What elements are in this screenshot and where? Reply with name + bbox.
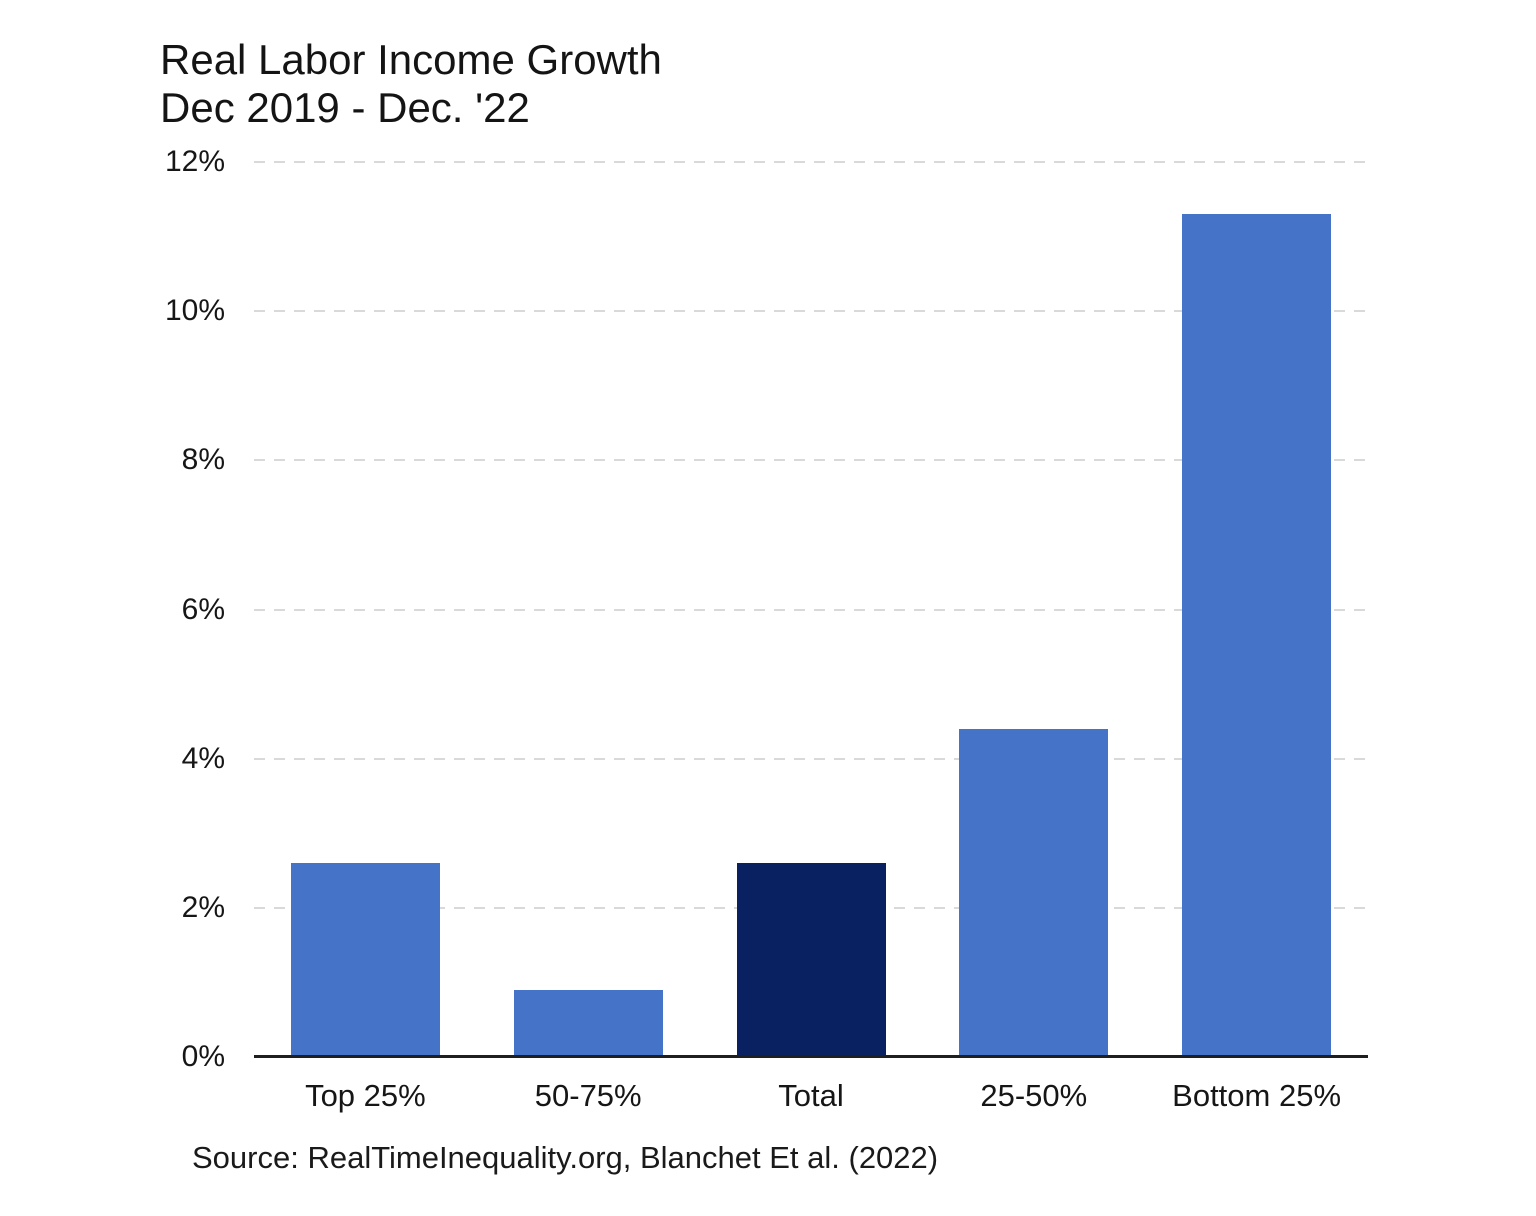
x-category-label-1: Top 25% [305,1078,426,1113]
x-category-label-2: 50-75% [534,1078,642,1113]
x-category-label-5: Bottom 25% [1172,1078,1342,1113]
y-tick-label-12pct: 12% [164,145,225,178]
y-tick-label-8pct: 8% [181,443,225,477]
gridline-4pct [254,757,1372,760]
bar-top-25- [290,863,440,1057]
chart-subtitle: Dec 2019 - Dec. '22 [160,84,530,131]
y-tick-label-10pct: 10% [164,294,225,328]
source-note: Source: RealTimeInequality.org, Blanchet… [192,1140,939,1175]
bar-bottom-25- [1182,214,1332,1057]
y-tick-label-4pct: 4% [181,741,225,775]
x-axis-line [254,1055,1368,1058]
x-category-label-4: 25-50% [980,1078,1088,1113]
y-tick-label-6pct: 6% [181,592,225,626]
bar-25-50- [959,728,1109,1057]
gridline-12pct [254,161,1372,163]
gridline-10pct [254,310,1372,313]
gridline-6pct [254,608,1372,611]
bar-total [736,863,886,1057]
bar-50-75- [513,989,663,1057]
y-tick-label-2pct: 2% [181,890,225,924]
x-category-label-3: Total [778,1078,844,1113]
gridline-8pct [254,459,1372,462]
y-tick-label-0pct: 0% [181,1040,225,1073]
chart-title: Real Labor Income Growth [160,36,662,83]
